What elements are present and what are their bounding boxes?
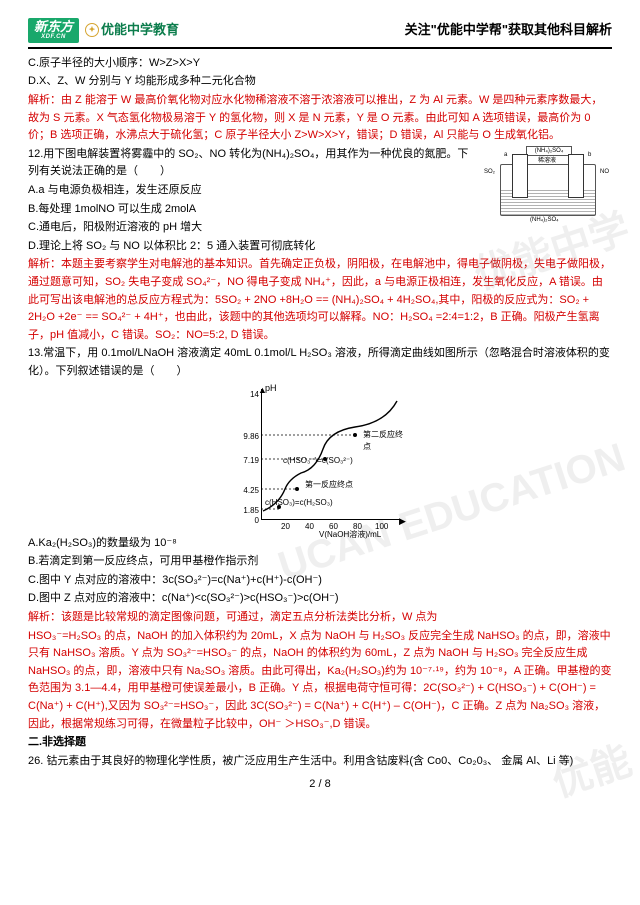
analysis-3a: 解析：该题是比较常规的滴定图像问题，可通过，滴定五点分析法类比分析，W 点为	[28, 609, 612, 627]
question-12: (NH₄)₂SO₄ 稀溶液 SO₂ a b NO (NH₄)₂SO₄ 12.用下…	[28, 146, 612, 181]
electrolysis-diagram: (NH₄)₂SO₄ 稀溶液 SO₂ a b NO (NH₄)₂SO₄	[482, 148, 612, 226]
logo2-text: 优能中学教育	[101, 20, 179, 41]
annot-hs: c(HSO₃)=c(H₂SO₃)	[265, 497, 333, 510]
page-header: 新东方 XDF.CN ✦ 优能中学教育 关注"优能中学帮"获取其他科目解析	[28, 18, 612, 43]
ytick: 7.19	[229, 455, 259, 468]
logo-url: XDF.CN	[41, 34, 66, 41]
ytick: 0	[229, 515, 259, 528]
unzx-logo: ✦ 优能中学教育	[85, 20, 179, 41]
xdf-logo: 新东方 XDF.CN	[28, 18, 79, 43]
label-no: NO	[600, 168, 609, 178]
page-number: 2 / 8	[28, 776, 612, 794]
analysis-2: 解析：本题主要考察学生对电解池的基本知识。首先确定正负极，阴阳极，在电解池中，得…	[28, 256, 612, 344]
annot-r1: 第二反应终点	[363, 429, 405, 455]
ytick: 4.25	[229, 485, 259, 498]
titration-graph: ▲▶ pH V(NaOH溶液)/mL 14 9.86 7.19 4.25 1.8…	[235, 383, 405, 533]
label-so2: SO₂	[484, 168, 495, 178]
xtick: 60	[329, 521, 338, 534]
annot-r2: 第一反应终点	[305, 479, 353, 492]
analysis-3b: HSO₃⁻=H₂SO₃ 的点，NaOH 的加入体积约为 20mL，X 点为 Na…	[28, 628, 612, 734]
label-b: b	[588, 151, 591, 161]
option-d: D.X、Z、W 分别与 Y 均能形成多种二元化合物	[28, 73, 612, 91]
q12-d: D.理论上将 SO₂ 与 NO 以体积比 2：5 通入装置可彻底转化	[28, 238, 612, 256]
section-2-title: 二.非选择题	[28, 734, 612, 752]
question-26: 26. 钴元素由于其良好的物理化学性质，被广泛应用生产生活中。利用含钴废料(含 …	[28, 753, 612, 771]
diagram-bottom-label: (NH₄)₂SO₄	[530, 216, 559, 226]
xtick: 40	[305, 521, 314, 534]
label-a: a	[504, 151, 507, 161]
analysis-1: 解析：由 Z 能溶于 W 最高价氧化物对应水化物稀溶液不溶于浓溶液可以推出，Z …	[28, 92, 612, 145]
q13-d: D.图中 Z 点对应的溶液中：c(Na⁺)<c(SO₃²⁻)>c(HSO₃⁻)>…	[28, 590, 612, 608]
xtick: 80	[353, 521, 362, 534]
logo-circle-icon: ✦	[85, 23, 99, 37]
xtick: 100	[375, 521, 388, 534]
option-c: C.原子半径的大小顺序：W>Z>X>Y	[28, 55, 612, 73]
xtick: 20	[281, 521, 290, 534]
q13-b: B.若滴定到第一反应终点，可用甲基橙作指示剂	[28, 553, 612, 571]
ytick: 9.86	[229, 431, 259, 444]
ytick: 14	[229, 389, 259, 402]
logo-cn: 新东方	[34, 20, 73, 34]
question-13: 13.常温下，用 0.1mol/LNaOH 溶液滴定 40mL 0.1mol/L…	[28, 345, 612, 380]
header-right-text: 关注"优能中学帮"获取其他科目解析	[405, 20, 612, 41]
header-rule	[28, 47, 612, 49]
diagram-top-label: (NH₄)₂SO₄	[526, 146, 572, 156]
annot-so: c(HSO₃⁻)=c(SO₃²⁻)	[283, 455, 353, 468]
q13-c: C.图中 Y 点对应的溶液中：3c(SO₃²⁻)=c(Na⁺)+c(H⁺)-c(…	[28, 572, 612, 590]
logo-block: 新东方 XDF.CN ✦ 优能中学教育	[28, 18, 179, 43]
